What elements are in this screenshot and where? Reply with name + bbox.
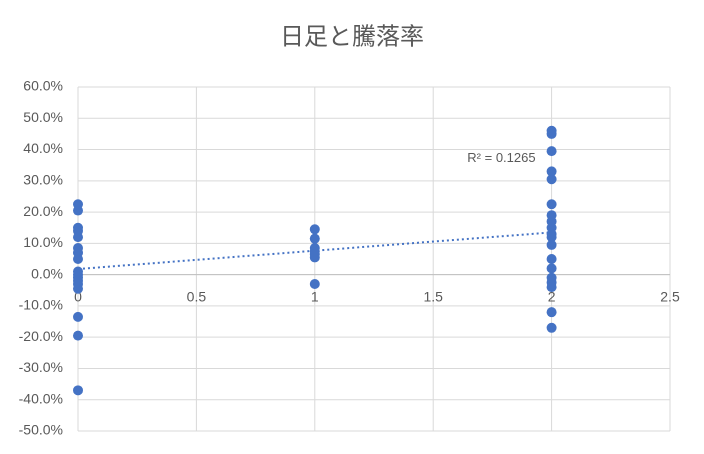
point	[73, 254, 83, 264]
trendline	[77, 231, 552, 271]
point	[73, 311, 83, 322]
point	[546, 146, 557, 157]
point	[309, 224, 320, 235]
x-tick-label: 2.5	[660, 288, 680, 304]
y-tick-label: 30.0%	[23, 172, 63, 188]
x-tick-label: 1.5	[423, 288, 443, 304]
point	[546, 282, 557, 293]
y-tick-label: -20.0%	[19, 328, 63, 344]
y-tick-label: 40.0%	[23, 140, 63, 156]
point	[73, 283, 83, 294]
point	[546, 166, 557, 177]
point	[546, 307, 557, 318]
point	[73, 330, 83, 341]
r-squared-label: R² = 0.1265	[467, 150, 535, 165]
point	[309, 279, 320, 290]
y-tick-label: -50.0%	[19, 422, 63, 438]
y-tick-label: -30.0%	[19, 359, 63, 375]
y-tick-label: 10.0%	[23, 234, 63, 250]
y-tick-label: -40.0%	[19, 390, 63, 406]
x-tick-label: 1	[311, 288, 319, 304]
x-tick-label: 2	[548, 288, 556, 304]
chart-title: 日足と騰落率	[280, 23, 424, 50]
point	[546, 254, 557, 264]
point	[546, 128, 557, 139]
point	[546, 199, 557, 210]
point	[309, 233, 320, 244]
x-tick-label: 0	[74, 288, 82, 304]
point	[73, 205, 83, 216]
point	[73, 385, 83, 396]
y-tick-label: 60.0%	[23, 78, 63, 94]
y-tick-label: -10.0%	[19, 297, 63, 313]
point	[546, 263, 557, 274]
y-tick-label: 20.0%	[23, 203, 63, 219]
y-tick-label: 0.0%	[31, 265, 63, 281]
point	[73, 232, 83, 243]
point	[546, 239, 557, 250]
point	[546, 174, 557, 185]
x-tick-label: 0.5	[187, 288, 207, 304]
point	[546, 322, 557, 333]
y-tick-label: 50.0%	[23, 109, 63, 125]
point	[546, 232, 557, 243]
point	[309, 252, 320, 263]
